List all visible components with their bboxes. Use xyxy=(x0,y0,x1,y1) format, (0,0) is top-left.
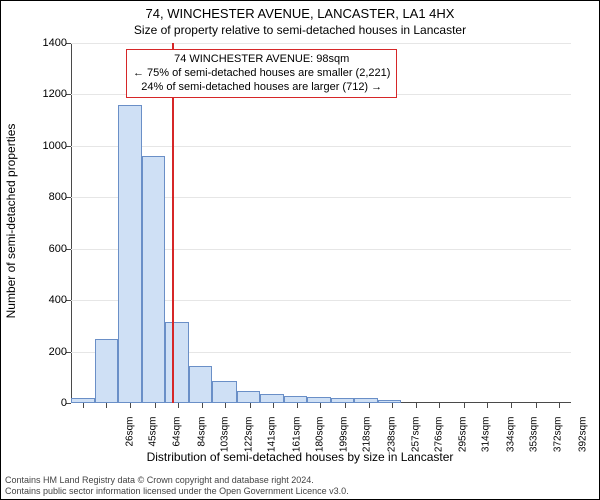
xtick-mark xyxy=(536,403,537,408)
histogram-bar xyxy=(260,394,284,403)
xtick-mark xyxy=(464,403,465,408)
histogram-bar xyxy=(284,396,308,403)
title-subtitle: Size of property relative to semi-detach… xyxy=(1,23,599,37)
xtick-label: 141sqm xyxy=(267,417,278,467)
histogram-bar xyxy=(212,381,237,403)
ytick-label: 600 xyxy=(27,243,67,255)
xtick-label: 122sqm xyxy=(243,417,254,467)
footer-line2: Contains public sector information licen… xyxy=(5,486,349,497)
footer-line1: Contains HM Land Registry data © Crown c… xyxy=(5,475,349,486)
histogram-bar xyxy=(165,322,189,403)
gridline-h xyxy=(71,43,571,44)
xtick-mark xyxy=(487,403,488,408)
ytick-label: 1400 xyxy=(27,37,67,49)
xtick-mark xyxy=(559,403,560,408)
xtick-label: 45sqm xyxy=(148,417,159,467)
histogram-bar xyxy=(354,398,378,403)
histogram-bar xyxy=(189,366,213,403)
footer-attribution: Contains HM Land Registry data © Crown c… xyxy=(5,475,349,497)
y-axis-label: Number of semi-detached properties xyxy=(4,124,18,319)
xtick-mark xyxy=(250,403,251,408)
xtick-label: 218sqm xyxy=(362,417,373,467)
xtick-label: 26sqm xyxy=(124,417,135,467)
histogram-bar xyxy=(378,400,402,403)
histogram-bar xyxy=(331,398,355,403)
figure-container: 74, WINCHESTER AVENUE, LANCASTER, LA1 4H… xyxy=(0,0,600,500)
xtick-mark xyxy=(416,403,417,408)
xtick-label: 161sqm xyxy=(291,417,302,467)
ytick-label: 400 xyxy=(27,294,67,306)
xtick-label: 103sqm xyxy=(220,417,231,467)
xtick-mark xyxy=(155,403,156,408)
xtick-label: 372sqm xyxy=(552,417,563,467)
gridline-h xyxy=(71,146,571,147)
xtick-label: 392sqm xyxy=(577,417,588,467)
xtick-mark xyxy=(345,403,346,408)
xtick-mark xyxy=(297,403,298,408)
xtick-mark xyxy=(273,403,274,408)
annotation-line1: 74 WINCHESTER AVENUE: 98sqm xyxy=(133,53,390,67)
plot-area: 74 WINCHESTER AVENUE: 98sqm← 75% of semi… xyxy=(71,43,571,403)
ytick-label: 200 xyxy=(27,346,67,358)
histogram-bar xyxy=(307,397,331,403)
annotation-box: 74 WINCHESTER AVENUE: 98sqm← 75% of semi… xyxy=(126,49,397,98)
ytick-label: 0 xyxy=(27,397,67,409)
ytick-label: 1000 xyxy=(27,140,67,152)
xtick-mark xyxy=(511,403,512,408)
xtick-label: 353sqm xyxy=(529,417,540,467)
xtick-label: 199sqm xyxy=(338,417,349,467)
xtick-label: 295sqm xyxy=(457,417,468,467)
xtick-label: 334sqm xyxy=(505,417,516,467)
xtick-label: 64sqm xyxy=(171,417,182,467)
xtick-mark xyxy=(369,403,370,408)
annotation-line3: 24% of semi-detached houses are larger (… xyxy=(133,81,390,95)
histogram-bar xyxy=(95,339,119,403)
xtick-mark xyxy=(202,403,203,408)
xtick-mark xyxy=(320,403,321,408)
xtick-mark xyxy=(106,403,107,408)
histogram-bar xyxy=(142,156,166,403)
xtick-mark xyxy=(130,403,131,408)
histogram-bar xyxy=(118,105,142,403)
xtick-mark xyxy=(83,403,84,408)
xtick-label: 180sqm xyxy=(315,417,326,467)
xtick-mark xyxy=(392,403,393,408)
xtick-mark xyxy=(439,403,440,408)
xtick-label: 257sqm xyxy=(410,417,421,467)
ytick-label: 1200 xyxy=(27,88,67,100)
xtick-label: 238sqm xyxy=(387,417,398,467)
xtick-label: 314sqm xyxy=(481,417,492,467)
xtick-label: 84sqm xyxy=(196,417,207,467)
ytick-label: 800 xyxy=(27,191,67,203)
xtick-mark xyxy=(178,403,179,408)
title-main: 74, WINCHESTER AVENUE, LANCASTER, LA1 4H… xyxy=(1,6,599,21)
xtick-mark xyxy=(225,403,226,408)
xtick-label: 276sqm xyxy=(434,417,445,467)
annotation-line2: ← 75% of semi-detached houses are smalle… xyxy=(133,67,390,81)
histogram-bar xyxy=(237,391,261,403)
